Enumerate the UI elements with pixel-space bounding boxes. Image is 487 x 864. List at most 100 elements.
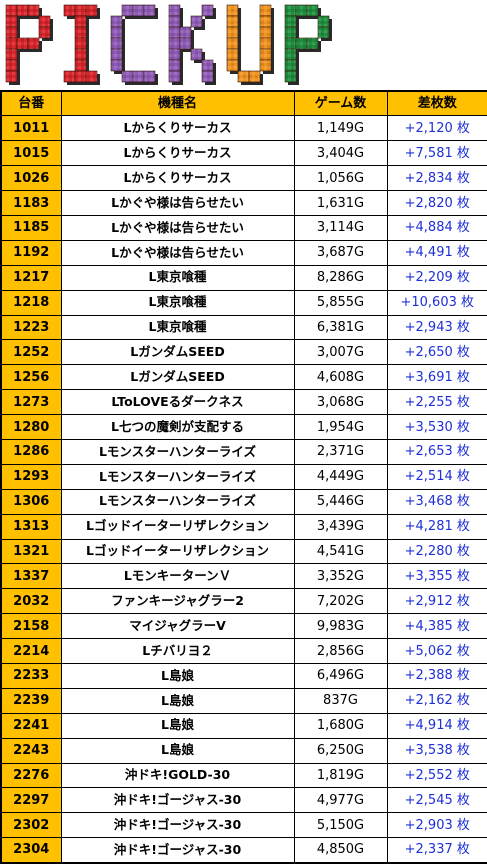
machine-number-cell: 1252: [0, 339, 62, 366]
machine-number-cell: 2304: [0, 837, 62, 864]
machine-number-cell: 2276: [0, 762, 62, 789]
header-row: 台番 機種名 ゲーム数 差枚数: [0, 90, 487, 117]
game-count-cell: 1,631G: [293, 190, 388, 216]
machine-name-cell: Lモンスターハンターライズ: [60, 488, 295, 515]
coin-difference-cell: +4,491 枚: [386, 239, 487, 266]
machine-number-cell: 1337: [0, 563, 62, 590]
table-row: 1256 LガンダムSEED 4,608G +3,691 枚: [0, 364, 487, 391]
machine-number-cell: 1223: [0, 314, 62, 341]
machine-name-cell: Lかぐや様は告らせたい: [60, 239, 295, 266]
coin-difference-cell: +10,603 枚: [386, 289, 487, 316]
coin-difference-cell: +3,355 枚: [386, 563, 487, 590]
machine-name-cell: L島娘: [60, 712, 295, 739]
coin-difference-cell: +2,653 枚: [386, 438, 487, 465]
machine-number-cell: 1217: [0, 264, 62, 291]
coin-difference-cell: +3,538 枚: [386, 737, 487, 764]
game-count-cell: 4,608G: [293, 364, 388, 391]
game-count-cell: 6,496G: [293, 662, 388, 689]
machine-name-cell: Lかぐや様は告らせたい: [60, 214, 295, 241]
table-row: 2032 ファンキージャグラー2 7,202G +2,912 枚: [0, 588, 487, 615]
machine-name-cell: L七つの魔剣が支配する: [60, 414, 295, 440]
coin-difference-cell: +2,820 枚: [386, 190, 487, 216]
machine-number-cell: 2302: [0, 812, 62, 839]
machine-number-cell: 1026: [0, 165, 62, 192]
game-count-cell: 1,056G: [293, 165, 388, 192]
banner-letter-p: [5, 4, 53, 85]
table-row: 2302 沖ドキ!ゴージャス-30 5,150G +2,903 枚: [0, 812, 487, 839]
game-count-cell: 5,150G: [293, 812, 388, 839]
machine-number-cell: 1183: [0, 190, 62, 216]
table-row: 2158 マイジャグラーV 9,983G +4,385 枚: [0, 613, 487, 640]
banner-letter-c: [110, 4, 158, 85]
coin-difference-cell: +2,337 枚: [386, 837, 487, 864]
coin-difference-cell: +2,545 枚: [386, 787, 487, 814]
banner-letter-p: [284, 4, 332, 85]
machine-name-cell: 沖ドキ!ゴージャス-30: [60, 837, 295, 864]
table-row: 1183 Lかぐや様は告らせたい 1,631G +2,820 枚: [0, 190, 487, 216]
game-count-cell: 3,352G: [293, 563, 388, 590]
machine-name-cell: LモンキーターンＶ: [60, 563, 295, 590]
coin-difference-cell: +2,388 枚: [386, 662, 487, 689]
machine-number-cell: 1306: [0, 488, 62, 515]
table-row: 2276 沖ドキ!GOLD-30 1,819G +2,552 枚: [0, 762, 487, 789]
banner-letter-u: [226, 4, 274, 85]
game-count-cell: 2,371G: [293, 438, 388, 465]
machine-number-cell: 1015: [0, 140, 62, 167]
coin-difference-cell: +2,912 枚: [386, 588, 487, 615]
game-count-cell: 4,449G: [293, 463, 388, 490]
coin-difference-cell: +4,884 枚: [386, 214, 487, 241]
machine-name-cell: Lゴッドイーターリザレクション: [60, 538, 295, 565]
game-count-cell: 5,855G: [293, 289, 388, 316]
table-row: 1217 L東京喰種 8,286G +2,209 枚: [0, 264, 487, 291]
machine-number-cell: 1321: [0, 538, 62, 565]
machine-number-cell: 2243: [0, 737, 62, 764]
machine-name-cell: Lモンスターハンターライズ: [60, 463, 295, 490]
game-count-cell: 1,680G: [293, 712, 388, 739]
machine-number-cell: 1293: [0, 463, 62, 490]
coin-difference-cell: +7,581 枚: [386, 140, 487, 167]
table-row: 1015 Lからくりサーカス 3,404G +7,581 枚: [0, 140, 487, 167]
machine-name-cell: 沖ドキ!ゴージャス-30: [60, 812, 295, 839]
machine-name-cell: Lゴッドイーターリザレクション: [60, 513, 295, 540]
table-row: 1280 L七つの魔剣が支配する 1,954G +3,530 枚: [0, 414, 487, 440]
table-row: 2214 Lチバリヨ２ 2,856G +5,062 枚: [0, 638, 487, 664]
machine-name-cell: Lからくりサーカス: [60, 115, 295, 142]
machine-number-cell: 1185: [0, 214, 62, 241]
machine-name-cell: 沖ドキ!ゴージャス-30: [60, 787, 295, 814]
coin-difference-cell: +2,120 枚: [386, 115, 487, 142]
machine-name-cell: L東京喰種: [60, 264, 295, 291]
table-row: 1218 L東京喰種 5,855G +10,603 枚: [0, 289, 487, 316]
table-row: 2239 L島娘 837G +2,162 枚: [0, 687, 487, 714]
machine-name-cell: LガンダムSEED: [60, 364, 295, 391]
coin-difference-cell: +4,281 枚: [386, 513, 487, 540]
game-count-cell: 4,850G: [293, 837, 388, 864]
machine-number-cell: 1192: [0, 239, 62, 266]
game-count-cell: 5,446G: [293, 488, 388, 515]
game-count-cell: 1,954G: [293, 414, 388, 440]
table-row: 1293 Lモンスターハンターライズ 4,449G +2,514 枚: [0, 463, 487, 490]
coin-difference-cell: +2,834 枚: [386, 165, 487, 192]
machine-number-cell: 2158: [0, 613, 62, 640]
table-row: 1185 Lかぐや様は告らせたい 3,114G +4,884 枚: [0, 214, 487, 241]
game-count-cell: 9,983G: [293, 613, 388, 640]
coin-difference-cell: +3,691 枚: [386, 364, 487, 391]
table-row: 1286 Lモンスターハンターライズ 2,371G +2,653 枚: [0, 438, 487, 465]
pickup-logo: [5, 4, 332, 85]
game-count-cell: 2,856G: [293, 638, 388, 664]
game-count-cell: 7,202G: [293, 588, 388, 615]
table-row: 2304 沖ドキ!ゴージャス-30 4,850G +2,337 枚: [0, 837, 487, 864]
table-row: 1011 Lからくりサーカス 1,149G +2,120 枚: [0, 115, 487, 142]
coin-difference-cell: +4,914 枚: [386, 712, 487, 739]
banner-letter-i: [63, 4, 100, 85]
machine-number-cell: 1256: [0, 364, 62, 391]
pickup-table: 台番 機種名 ゲーム数 差枚数 1011 Lからくりサーカス 1,149G +2,12…: [0, 90, 487, 864]
banner-letter-k: [168, 4, 216, 85]
game-count-cell: 3,068G: [293, 389, 388, 416]
machine-number-cell: 2233: [0, 662, 62, 689]
machine-number-cell: 2239: [0, 687, 62, 714]
machine-number-cell: 1286: [0, 438, 62, 465]
header-game-count: ゲーム数: [293, 90, 388, 117]
machine-name-cell: 沖ドキ!GOLD-30: [60, 762, 295, 789]
game-count-cell: 1,819G: [293, 762, 388, 789]
coin-difference-cell: +2,552 枚: [386, 762, 487, 789]
